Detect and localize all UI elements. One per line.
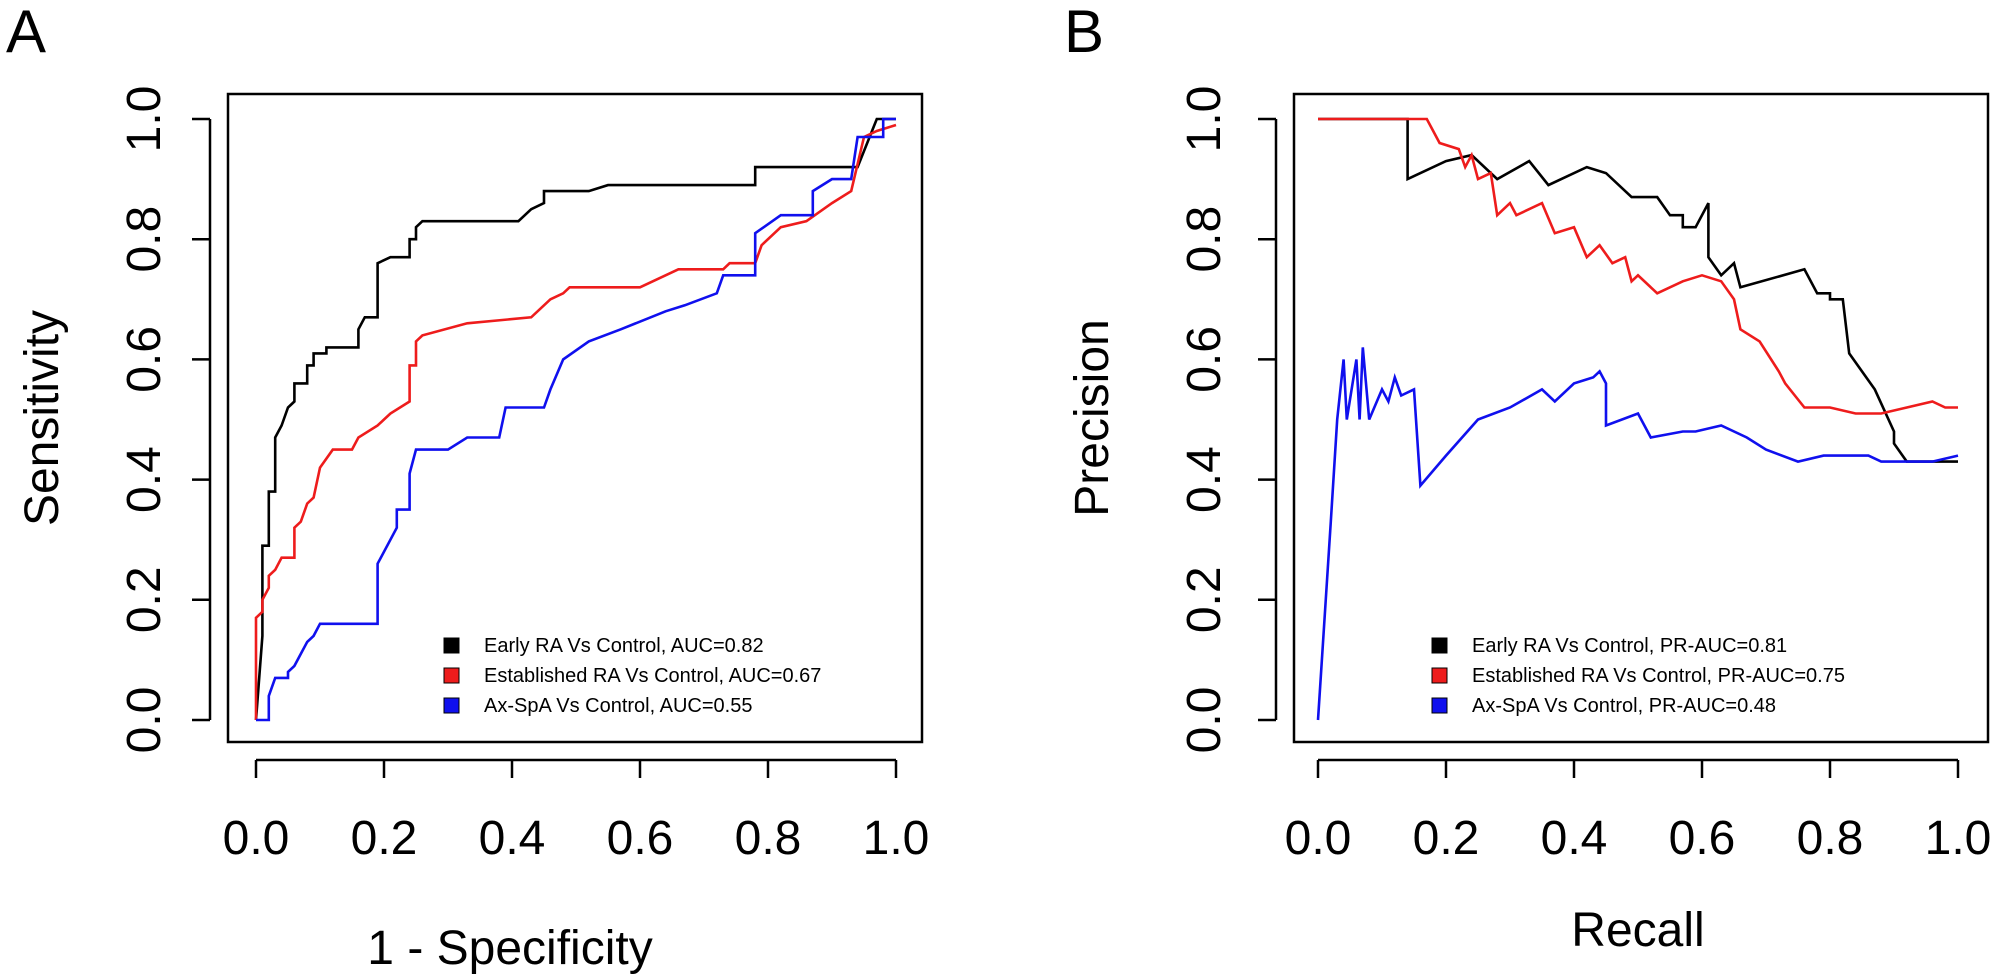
panel-a-legend-swatch <box>443 667 460 684</box>
panel-a-series-line-1 <box>254 117 896 721</box>
panel-b-y-tick-label: 0.2 <box>1178 566 1231 633</box>
panel-a-legend-swatch <box>443 637 460 654</box>
panel-a-x-tick-label: 1.0 <box>863 812 930 865</box>
panel-a-y-axis-title: Sensitivity <box>16 310 69 526</box>
panel-a-x-tick-label: 0.6 <box>607 812 674 865</box>
panel-b-legend-label: Early RA Vs Control, PR-AUC=0.81 <box>1472 635 1787 657</box>
panel-b-y-tick-label: 0.0 <box>1178 687 1231 754</box>
panel-a-x-tick-label: 0.0 <box>223 812 290 865</box>
panel-a-y-tick-label: 0.6 <box>118 326 171 393</box>
panel-a-y-tick-label: 0.4 <box>118 446 171 513</box>
panel-b-y-tick-label: 0.6 <box>1178 326 1231 393</box>
panel-b-x-tick-label: 1.0 <box>1925 812 1992 865</box>
panel-b-x-tick-label: 0.4 <box>1541 812 1608 865</box>
panel-b-y-tick-label: 0.4 <box>1178 446 1231 513</box>
panel-a-series-line-3 <box>256 117 896 722</box>
panel-b-y-axis: 0.0 0.2 0.4 0.6 0.8 1.0 <box>1178 86 1278 754</box>
panel-b-series-line-2 <box>1318 117 1958 415</box>
panel-a-frame <box>226 92 924 744</box>
panel-b-legend-swatch <box>1431 697 1448 714</box>
panel-a-legend-swatch <box>443 697 460 714</box>
panel-b-series <box>1316 117 1959 721</box>
panel-a-y-tick-label: 0.2 <box>118 566 171 633</box>
panel-a-legend-label: Established RA Vs Control, AUC=0.67 <box>484 665 821 687</box>
panel-b-legend-swatch <box>1431 667 1448 684</box>
panel-a: A 0.0 0.2 0.4 0.6 0.8 1.0 0.00.20.40.60.81.0 … <box>6 0 929 975</box>
panel-b-series-line-1 <box>1318 117 1958 463</box>
panel-b-series-line-3 <box>1316 347 1959 721</box>
panel-b-x-axis-title: Recall <box>1571 904 1704 957</box>
panel-b-legend: Early RA Vs Control, PR-AUC=0.81 Establis… <box>1431 635 1845 717</box>
panel-a-y-axis: 0.0 0.2 0.4 0.6 0.8 1.0 <box>118 86 212 754</box>
panel-a-series <box>254 117 897 722</box>
panel-b-frame <box>1292 92 1990 744</box>
panel-a-legend: Early RA Vs Control, AUC=0.82 Established… <box>443 635 821 717</box>
panel-a-letter: A <box>6 0 46 65</box>
panel-a-legend-label: Ax-SpA Vs Control, AUC=0.55 <box>484 695 752 717</box>
panel-b: B 0.0 0.2 0.4 0.6 0.8 1.0 0.00.20.40.60.81.0 … <box>1064 0 1991 957</box>
panel-b-letter: B <box>1064 0 1104 65</box>
panel-b-x-tick-label: 0.8 <box>1797 812 1864 865</box>
panel-b-x-tick-label: 0.2 <box>1413 812 1480 865</box>
panel-b-x-axis: 0.0 0.2 0.4 0.6 0.8 1.0 <box>1285 758 1992 865</box>
panel-a-x-tick-label: 0.2 <box>351 812 418 865</box>
panel-a-x-axis: 0.0 0.2 0.4 0.6 0.8 1.0 <box>223 758 930 865</box>
panel-b-x-tick-label: 0.0 <box>1285 812 1352 865</box>
panel-b-y-axis-title: Precision <box>1066 319 1119 516</box>
panel-b-y-tick-label: 0.8 <box>1178 206 1231 273</box>
panel-b-x-tick-label: 0.6 <box>1669 812 1736 865</box>
panel-a-series-line-2 <box>254 123 897 720</box>
panel-b-legend-label: Established RA Vs Control, PR-AUC=0.75 <box>1472 665 1845 687</box>
panel-a-x-axis-title: 1 - Specificity <box>367 922 652 975</box>
panel-a-x-tick-label: 0.4 <box>479 812 546 865</box>
panel-a-y-tick-label: 0.0 <box>118 687 171 754</box>
panel-a-legend-label: Early RA Vs Control, AUC=0.82 <box>484 635 764 657</box>
panel-b-legend-label: Ax-SpA Vs Control, PR-AUC=0.48 <box>1472 695 1776 717</box>
panel-a-y-tick-label: 1.0 <box>118 86 171 153</box>
panel-b-legend-swatch <box>1431 637 1448 654</box>
panel-a-y-tick-label: 0.8 <box>118 206 171 273</box>
panel-b-y-tick-label: 1.0 <box>1178 86 1231 153</box>
panel-a-x-tick-label: 0.8 <box>735 812 802 865</box>
